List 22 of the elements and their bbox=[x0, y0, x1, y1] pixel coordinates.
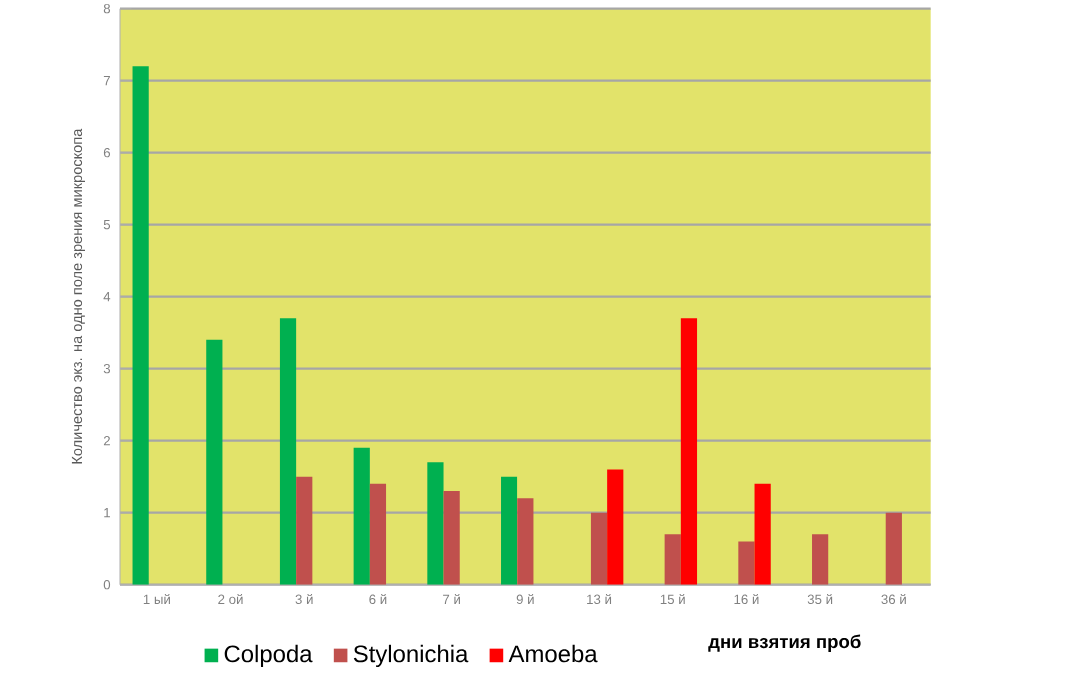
bar bbox=[369, 483, 387, 585]
bar bbox=[353, 447, 370, 585]
x-axis-title: дни взятия проб bbox=[708, 634, 861, 652]
bar bbox=[206, 339, 223, 585]
legend-label: Amoeba bbox=[508, 644, 598, 663]
bar bbox=[590, 512, 608, 585]
bar bbox=[812, 534, 829, 585]
legend-label: Stylonichia bbox=[353, 644, 469, 668]
bar bbox=[427, 462, 444, 585]
bar bbox=[885, 512, 902, 585]
bar bbox=[501, 476, 518, 585]
bar bbox=[132, 66, 149, 585]
bar bbox=[754, 483, 771, 585]
bar bbox=[607, 469, 624, 585]
bar bbox=[296, 476, 313, 585]
bar bbox=[680, 318, 698, 585]
legend-label: Colpoda bbox=[224, 644, 313, 668]
bar bbox=[738, 541, 755, 585]
bar bbox=[664, 534, 681, 585]
bar bbox=[517, 498, 534, 585]
bar bbox=[279, 318, 297, 585]
bar bbox=[443, 491, 460, 585]
